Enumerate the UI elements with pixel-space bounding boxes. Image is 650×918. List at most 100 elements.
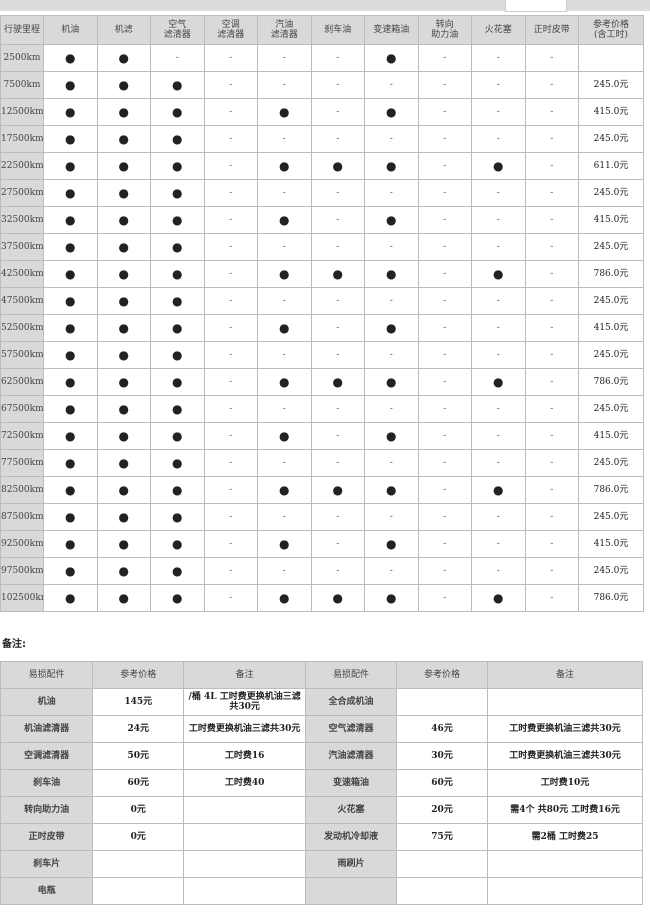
not-required-mark: - — [310, 179, 365, 207]
required-mark: ● — [96, 152, 151, 180]
not-required-mark: - — [310, 422, 365, 450]
part-name: 机油 — [0, 688, 94, 716]
part-note — [487, 877, 643, 905]
not-required-mark: - — [524, 530, 579, 558]
required-mark: ● — [150, 125, 205, 153]
mileage-cell: 7500km — [0, 71, 44, 99]
not-required-mark: - — [310, 206, 365, 234]
required-mark: ● — [471, 584, 526, 612]
not-required-mark: - — [417, 314, 472, 342]
required-mark: ● — [257, 368, 312, 396]
table-row: 正时皮带 0元 发动机冷却液 75元 需2桶 工时费25 — [0, 823, 643, 851]
required-mark: ● — [96, 179, 151, 207]
not-required-mark: - — [417, 557, 472, 585]
not-required-mark: - — [524, 503, 579, 531]
not-required-mark: - — [417, 206, 472, 234]
part-name: 全合成机油 — [305, 688, 398, 716]
not-required-mark: - — [524, 125, 579, 153]
not-required-mark: - — [524, 44, 579, 72]
required-mark: ● — [471, 476, 526, 504]
table-row: 47500km ● ● ● - - - - - - -245.0元 — [0, 287, 644, 315]
required-mark: ● — [150, 557, 205, 585]
mileage-cell: 52500km — [0, 314, 44, 342]
required-mark: ● — [96, 98, 151, 126]
part-name: 火花塞 — [305, 796, 398, 824]
not-required-mark: - — [417, 233, 472, 261]
column-header: 正时皮带 — [524, 15, 579, 45]
not-required-mark: - — [471, 449, 526, 477]
not-required-mark: - — [417, 368, 472, 396]
not-required-mark: - — [417, 287, 472, 315]
not-required-mark: - — [257, 449, 312, 477]
required-mark: ● — [43, 287, 98, 315]
table-row: 17500km ● ● ● - - - - - - -245.0元 — [0, 125, 644, 153]
required-mark: ● — [43, 368, 98, 396]
required-mark: ● — [43, 503, 98, 531]
not-required-mark: - — [471, 557, 526, 585]
column-header: 参考价格 (含工时) — [578, 15, 644, 45]
table-row: 电瓶 — [0, 877, 643, 905]
not-required-mark: - — [524, 71, 579, 99]
mileage-cell: 77500km — [0, 449, 44, 477]
part-note: 工时费10元 — [487, 769, 643, 797]
required-mark: ● — [96, 314, 151, 342]
not-required-mark: - — [417, 179, 472, 207]
not-required-mark: - — [364, 557, 419, 585]
required-mark: ● — [310, 584, 365, 612]
price-cell: 245.0元 — [578, 557, 644, 585]
required-mark: ● — [43, 314, 98, 342]
required-mark: ● — [150, 98, 205, 126]
required-mark: ● — [150, 476, 205, 504]
price-cell: 611.0元 — [578, 152, 644, 180]
not-required-mark: - — [417, 503, 472, 531]
price-cell: 415.0元 — [578, 314, 644, 342]
not-required-mark: - — [203, 368, 258, 396]
table-row: 67500km ● ● ● - - - - - - -245.0元 — [0, 395, 644, 423]
required-mark: ● — [150, 530, 205, 558]
mileage-cell: 17500km — [0, 125, 44, 153]
mileage-cell: 2500km — [0, 44, 44, 72]
not-required-mark: - — [471, 341, 526, 369]
part-price: 50元 — [92, 742, 185, 770]
not-required-mark: - — [257, 71, 312, 99]
mileage-cell: 37500km — [0, 233, 44, 261]
price-cell: 245.0元 — [578, 179, 644, 207]
required-mark: ● — [96, 368, 151, 396]
not-required-mark: - — [524, 449, 579, 477]
not-required-mark: - — [203, 44, 258, 72]
not-required-mark: - — [257, 503, 312, 531]
not-required-mark: - — [257, 557, 312, 585]
required-mark: ● — [43, 179, 98, 207]
required-mark: ● — [150, 287, 205, 315]
table-row: 57500km ● ● ● - - - - - - -245.0元 — [0, 341, 644, 369]
required-mark: ● — [43, 233, 98, 261]
table-row: 空调滤清器 50元 工时费16 汽油滤清器 30元 工时费更换机油三滤共30元 — [0, 742, 643, 770]
table-row: 62500km ● ● ● - ● ● ● - ● -786.0元 — [0, 368, 644, 396]
required-mark: ● — [43, 98, 98, 126]
required-mark: ● — [43, 422, 98, 450]
column-header: 刹车油 — [310, 15, 365, 45]
not-required-mark: - — [310, 341, 365, 369]
price-cell: 415.0元 — [578, 422, 644, 450]
price-cell: 245.0元 — [578, 287, 644, 315]
header-row: 易损配件 参考价格 备注 易损配件 参考价格 备注 — [0, 661, 643, 689]
required-mark: ● — [310, 368, 365, 396]
required-mark: ● — [150, 71, 205, 99]
not-required-mark: - — [150, 44, 205, 72]
part-note — [183, 850, 307, 878]
part-name: 机油滤清器 — [0, 715, 94, 743]
part-price: 145元 — [92, 688, 185, 716]
part-note — [487, 850, 643, 878]
table-row: 7500km ● ● ● - - - - - - -245.0元 — [0, 71, 644, 99]
part-price: 30元 — [396, 742, 489, 770]
mileage-cell: 82500km — [0, 476, 44, 504]
part-name: 空气滤清器 — [305, 715, 398, 743]
not-required-mark: - — [203, 503, 258, 531]
not-required-mark: - — [257, 287, 312, 315]
not-required-mark: - — [417, 476, 472, 504]
not-required-mark: - — [203, 530, 258, 558]
table-row: 刹车片 雨刷片 — [0, 850, 643, 878]
column-header: 参考价格 — [92, 661, 185, 689]
table-row: 机油 145元/桶 4L 工时费更换机油三滤共30元 全合成机油 — [0, 688, 643, 716]
required-mark: ● — [43, 206, 98, 234]
